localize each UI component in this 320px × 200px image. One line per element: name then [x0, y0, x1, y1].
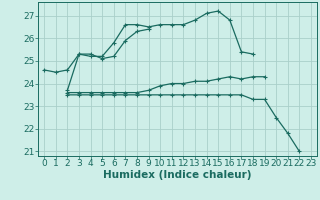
- X-axis label: Humidex (Indice chaleur): Humidex (Indice chaleur): [103, 170, 252, 180]
